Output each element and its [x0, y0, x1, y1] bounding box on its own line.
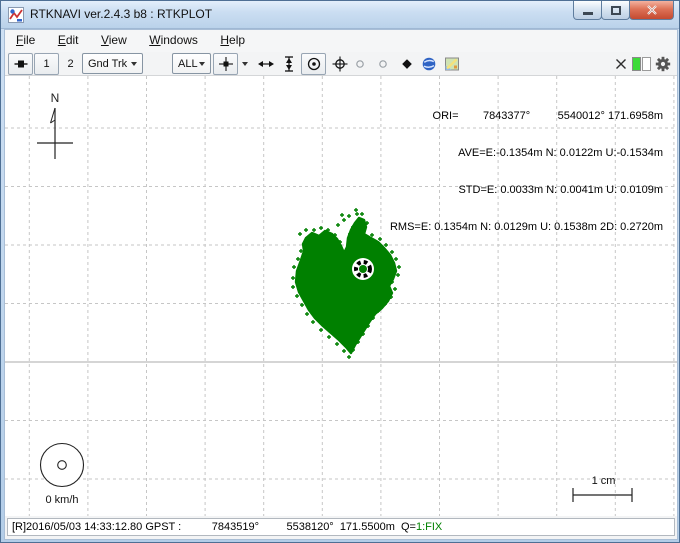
compass-n-label: N: [51, 91, 60, 105]
fit-vertical-icon: [285, 56, 293, 72]
status-bar: [R]2016/05/03 14:33:12.80 GPST : 7843519…: [5, 516, 677, 539]
status-text: [R]2016/05/03 14:33:12.80 GPST : 7843519…: [12, 521, 416, 533]
point-2-button[interactable]: [376, 53, 390, 75]
google-earth-button[interactable]: [419, 53, 438, 75]
google-earth-icon: [422, 57, 435, 71]
speed-label: 0 km/h: [45, 494, 78, 506]
connect-icon: [14, 60, 27, 68]
gear-icon: [655, 56, 671, 72]
menu-windows[interactable]: Windows: [149, 33, 198, 47]
point-2-icon: [379, 60, 387, 68]
app-icon: [8, 7, 24, 23]
window-body: File Edit View Windows Help 1 2 Gnd Trk: [4, 29, 678, 540]
point-1-icon: [356, 60, 364, 68]
solution-2-label: 2: [67, 58, 74, 70]
fit-center-button[interactable]: [213, 53, 238, 75]
clear-x-icon: [616, 59, 626, 69]
obs-filter-value: ALL: [178, 57, 198, 70]
menu-file[interactable]: File: [16, 33, 36, 47]
connect-button[interactable]: [8, 53, 33, 75]
stream-indicator-icon: [632, 57, 651, 71]
north-compass: N: [37, 91, 73, 159]
point-1-button[interactable]: [353, 53, 367, 75]
speedometer: 0 km/h: [39, 442, 85, 506]
menu-edit[interactable]: Edit: [57, 33, 79, 47]
stats-ori: ORI= 7843377° 5540012° 171.6958m: [432, 109, 663, 122]
center-origin-icon: [307, 57, 320, 71]
solution-1-label: 1: [43, 58, 50, 70]
close-icon: [647, 5, 657, 15]
stats-rms: RMS=E: 0.1354m N: 0.0129m U: 0.1538m 2D:…: [389, 221, 663, 234]
ground-track-plot[interactable]: N 0 km/h 1 cm: [5, 76, 677, 516]
minimize-button[interactable]: [573, 1, 602, 20]
plot-area[interactable]: N 0 km/h 1 cm ORI= 7843377° 5540012° 171.6…: [5, 76, 677, 516]
plot-type-select[interactable]: Gnd Trk: [82, 53, 143, 74]
fit-vertical-button[interactable]: [279, 53, 299, 75]
minimize-icon: [583, 12, 593, 15]
close-button[interactable]: [629, 1, 674, 20]
chevron-down-icon: [199, 62, 205, 66]
solution-1-button[interactable]: 1: [34, 53, 59, 75]
status-field: [R]2016/05/03 14:33:12.80 GPST : 7843519…: [7, 518, 675, 536]
google-map-button[interactable]: [442, 53, 461, 75]
fit-horizontal-icon: [258, 61, 274, 67]
menu-help[interactable]: Help: [220, 33, 246, 47]
maximize-icon: [611, 6, 621, 15]
menu-view[interactable]: View: [100, 33, 127, 47]
stream-indicator: [631, 53, 653, 75]
plot-type-value: Gnd Trk: [88, 57, 128, 70]
clear-button[interactable]: [612, 53, 630, 75]
google-map-icon: [444, 57, 459, 71]
current-position-marker: [352, 258, 374, 280]
diamond-icon: [402, 59, 412, 69]
solution-2-button[interactable]: 2: [61, 53, 80, 75]
fit-horizontal-button[interactable]: [255, 53, 277, 75]
status-quality: 1:FIX: [415, 521, 443, 533]
options-button[interactable]: [653, 53, 673, 75]
chevron-down-icon: [242, 62, 248, 66]
track-center-icon: [332, 56, 348, 72]
stats-std: STD=E: 0.0033m N: 0.0041m U: 0.0109m: [458, 184, 663, 197]
solution-stats: ORI= 7843377° 5540012° 171.6958m AVE=E:-…: [390, 85, 663, 259]
stats-ave: AVE=E:-0.1354m N: 0.0122m U:-0.1534m: [458, 147, 663, 160]
chevron-down-icon: [131, 62, 137, 66]
center-dropdown-button[interactable]: [239, 53, 251, 75]
title-bar[interactable]: RTKNAVI ver.2.4.3 b8 : RTKPLOT: [1, 1, 679, 29]
toolbar: 1 2 Gnd Trk ALL: [5, 52, 677, 76]
track-cluster: [291, 208, 401, 359]
maximize-button[interactable]: [601, 1, 630, 20]
scale-bar: 1 cm: [572, 475, 633, 502]
menu-bar: File Edit View Windows Help: [5, 30, 677, 52]
obs-filter-select[interactable]: ALL: [172, 53, 211, 74]
center-origin-button[interactable]: [301, 53, 326, 75]
window-title: RTKNAVI ver.2.4.3 b8 : RTKPLOT: [30, 7, 213, 21]
fit-center-icon: [218, 57, 233, 71]
show-marker-button[interactable]: [399, 53, 415, 75]
scale-label: 1 cm: [592, 475, 616, 487]
track-center-button[interactable]: [329, 53, 351, 75]
